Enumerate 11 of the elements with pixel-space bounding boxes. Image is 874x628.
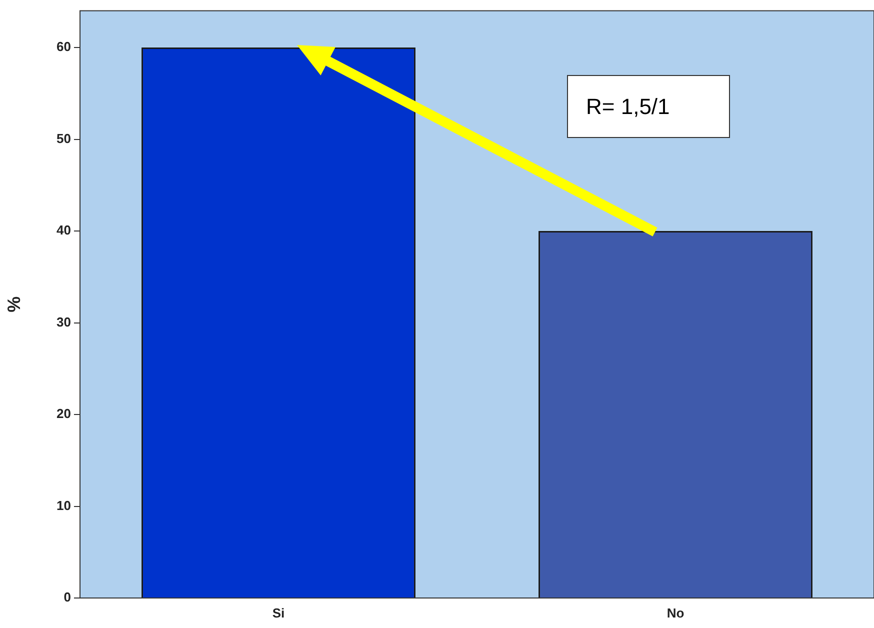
- y-tick-label: 10: [56, 498, 71, 513]
- y-tick-label: 0: [64, 590, 71, 605]
- y-tick-label: 60: [56, 39, 71, 54]
- y-tick-label: 30: [56, 314, 71, 330]
- note-box: R= 1,5/1: [567, 75, 730, 138]
- y-tick-label: 40: [56, 222, 71, 238]
- x-tick-label: Si: [272, 605, 285, 620]
- y-axis-title: %: [4, 296, 24, 312]
- y-tick-label: 20: [56, 406, 71, 422]
- x-tick-label: No: [666, 605, 684, 620]
- y-tick-label: 50: [56, 130, 71, 146]
